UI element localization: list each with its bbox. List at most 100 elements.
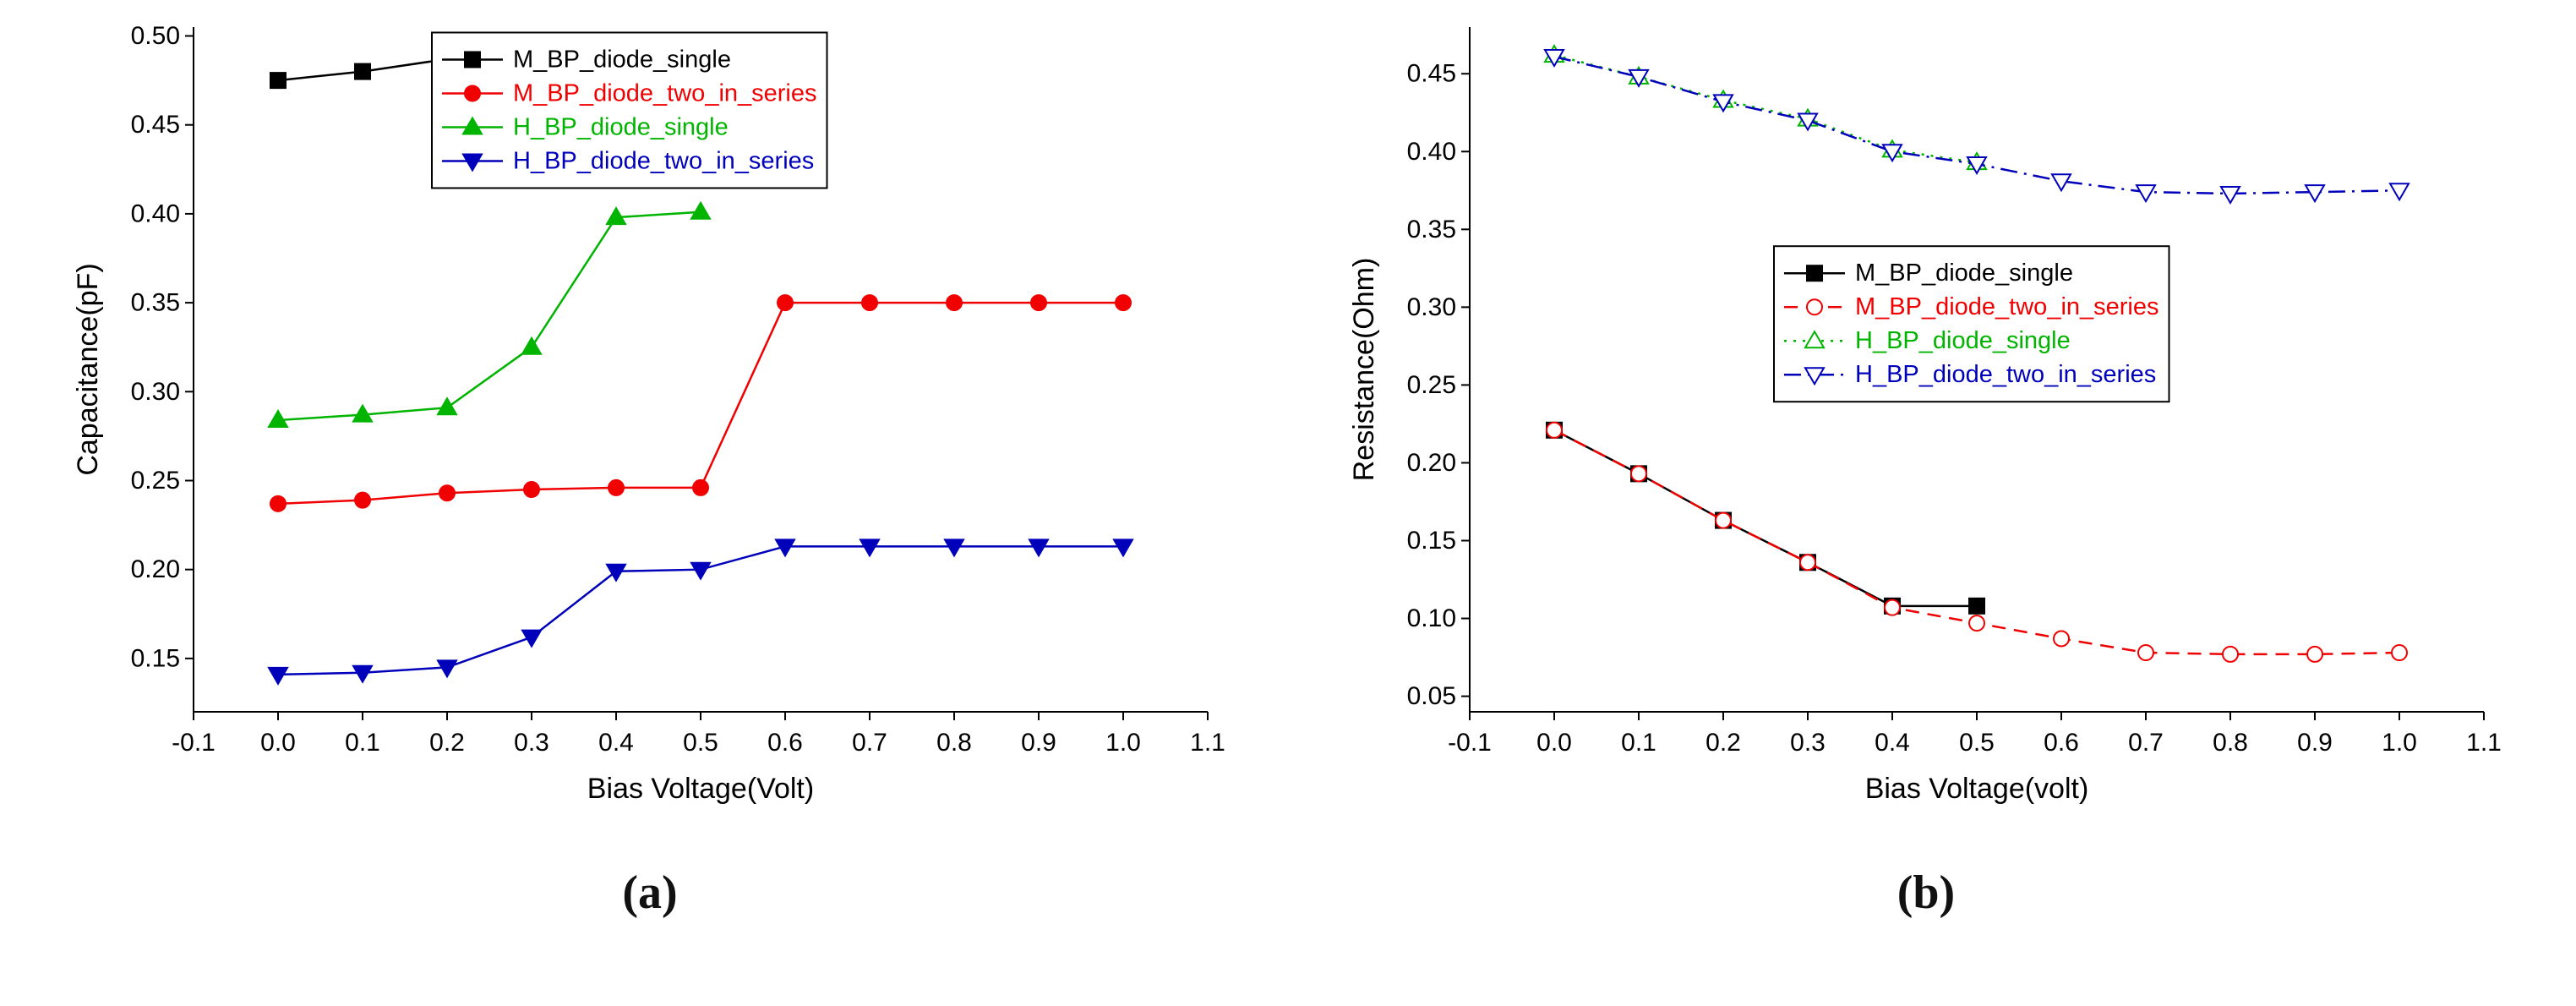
figure: -0.1 0.0 0.1 0.2 0.3 0.4 0.5 0.6 0.7 0.8 0.9 1.0 1.1… — [58, 10, 2502, 920]
legend-label: H_BP_diode_two_in_series — [513, 147, 814, 174]
y-tick-label: 0.40 — [1407, 138, 1456, 166]
circle-marker-icon — [1715, 511, 1732, 529]
triangle-down-marker-icon — [2135, 184, 2157, 204]
triangle-up-marker-icon — [521, 336, 543, 355]
x-tick-label: 0.0 — [1536, 729, 1572, 757]
x-tick-label: 1.1 — [2466, 729, 2502, 757]
triangle-down-marker-icon — [1628, 68, 1650, 88]
x-tick-label: 0.0 — [260, 729, 296, 757]
square-marker-icon — [354, 63, 371, 80]
series-line — [1553, 429, 1977, 608]
circle-marker-icon — [1799, 554, 1816, 571]
y-tick-label: 0.15 — [1407, 527, 1456, 555]
triangle-down-marker-icon — [2219, 185, 2241, 205]
legend-marker-icon — [461, 116, 483, 135]
panel-a: -0.1 0.0 0.1 0.2 0.3 0.4 0.5 0.6 0.7 0.8 0.9 1.0 1.1… — [58, 10, 1242, 920]
y-tick-label: 0.05 — [1407, 682, 1456, 710]
triangle-down-marker-icon — [1543, 48, 1565, 68]
triangle-up-marker-icon — [690, 200, 712, 220]
circle-marker-icon — [1630, 465, 1647, 483]
triangle-down-marker-icon — [2304, 184, 2326, 204]
y-tick-label: 0.20 — [131, 555, 180, 583]
circle-marker-icon — [1968, 615, 1985, 632]
triangle-down-marker-icon — [521, 629, 543, 648]
x-tick-label: 0.2 — [429, 729, 465, 757]
series-M_BP_diode_two_in_series — [1546, 421, 2408, 663]
x-tick-label: 0.4 — [1875, 729, 1910, 757]
y-tick-label: 0.30 — [1407, 293, 1456, 321]
chart-a-capacitance: -0.1 0.0 0.1 0.2 0.3 0.4 0.5 0.6 0.7 0.8 0.9 1.0 1.1… — [72, 22, 1225, 805]
series-H_BP_diode_single — [1543, 44, 1988, 171]
circle-marker-icon — [354, 491, 371, 509]
triangle-down-marker-icon — [859, 539, 881, 558]
x-tick-label: 0.8 — [936, 729, 972, 757]
panel-a-caption: (a) — [622, 867, 678, 919]
legend-box — [431, 31, 828, 189]
x-tick-label: 0.4 — [598, 729, 634, 757]
circle-marker-icon — [523, 481, 540, 499]
y-tick-label: 0.45 — [131, 111, 180, 139]
x-tick-label: 0.6 — [2044, 729, 2079, 757]
triangle-up-marker-icon — [605, 206, 627, 226]
y-tick-label: 0.25 — [131, 467, 180, 495]
triangle-down-marker-icon — [1112, 539, 1134, 558]
square-marker-icon — [270, 72, 287, 90]
x-tick-label: 1.0 — [1105, 729, 1141, 757]
circle-marker-icon — [608, 478, 625, 496]
x-tick-label: -0.1 — [1448, 729, 1492, 757]
y-tick-label: 0.30 — [131, 378, 180, 406]
legend-label: M_BP_diode_two_in_series — [1855, 293, 2159, 320]
x-tick-label: 0.5 — [683, 729, 718, 757]
triangle-down-marker-icon — [1966, 156, 1988, 175]
x-axis-label: Bias Voltage(volt) — [1865, 773, 2089, 805]
triangle-down-marker-icon — [267, 666, 289, 686]
y-tick-label: 0.35 — [131, 289, 180, 317]
y-tick-label: 0.15 — [131, 644, 180, 672]
x-tick-label: 1.1 — [1190, 729, 1225, 757]
y-tick-label: 0.40 — [131, 200, 180, 227]
legend-marker-icon — [461, 153, 483, 172]
x-tick-label: 0.7 — [852, 729, 887, 757]
circle-marker-icon — [2222, 645, 2239, 663]
circle-marker-icon — [439, 484, 456, 502]
x-tick-label: 0.3 — [1790, 729, 1826, 757]
x-tick-label: 0.7 — [2128, 729, 2164, 757]
x-tick-label: 0.1 — [1621, 729, 1656, 757]
x-tick-label: 0.9 — [1021, 729, 1056, 757]
y-tick-label: 0.45 — [1407, 60, 1456, 88]
y-tick-label: 0.10 — [1407, 604, 1456, 632]
circle-marker-icon — [1884, 599, 1901, 616]
triangle-down-marker-icon — [1797, 112, 1819, 132]
x-tick-label: 0.3 — [514, 729, 549, 757]
circle-marker-icon — [270, 495, 287, 512]
circle-marker-icon — [2391, 644, 2408, 662]
y-tick-label: 0.35 — [1407, 216, 1456, 243]
y-tick-label: 0.20 — [1407, 449, 1456, 477]
series-H_BP_diode_two_in_series — [267, 539, 1134, 686]
x-tick-label: 0.8 — [2213, 729, 2248, 757]
circle-marker-icon — [692, 478, 709, 496]
legend-marker-icon — [1804, 330, 1826, 349]
triangle-up-marker-icon — [267, 408, 289, 428]
circle-marker-icon — [1030, 294, 1047, 312]
circle-marker-icon — [1115, 294, 1132, 312]
circle-marker-icon — [2137, 644, 2154, 662]
triangle-down-marker-icon — [2050, 173, 2072, 193]
x-tick-label: 0.5 — [1959, 729, 1995, 757]
legend-marker-icon — [464, 51, 481, 68]
series-H_BP_diode_two_in_series — [1543, 48, 2410, 205]
y-axis-label: Resistance(Ohm) — [1348, 258, 1380, 482]
legend-marker-icon — [1804, 367, 1826, 386]
series-M_BP_diode_single — [1546, 421, 1985, 615]
legend-label: H_BP_diode_single — [1855, 327, 2071, 354]
circle-marker-icon — [777, 294, 794, 312]
legend-marker-icon — [464, 85, 481, 102]
x-tick-label: 1.0 — [2382, 729, 2417, 757]
legend: M_BP_diode_single M_BP_diode_two_in_serie… — [431, 31, 828, 189]
triangle-down-marker-icon — [2388, 183, 2410, 202]
legend-box — [1773, 245, 2170, 403]
triangle-down-marker-icon — [1881, 144, 1903, 163]
x-tick-label: 0.2 — [1706, 729, 1741, 757]
legend: M_BP_diode_single M_BP_diode_two_in_serie… — [1773, 245, 2170, 403]
y-tick-label: 0.50 — [131, 22, 180, 50]
